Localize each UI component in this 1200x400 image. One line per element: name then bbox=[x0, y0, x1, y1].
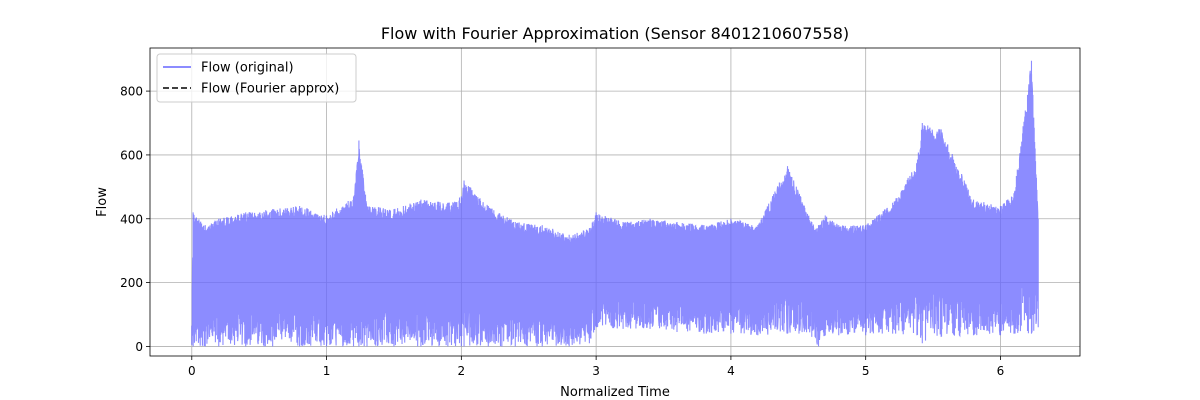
y-tick-label: 0 bbox=[135, 340, 143, 354]
x-tick-label: 4 bbox=[727, 364, 735, 378]
chart-title: Flow with Fourier Approximation (Sensor … bbox=[381, 24, 849, 43]
y-tick-label: 400 bbox=[120, 212, 143, 226]
x-axis-ticks: 0 1 2 3 4 5 6 bbox=[188, 356, 1004, 378]
y-axis-label: Flow bbox=[95, 187, 110, 217]
y-axis-ticks: 0 200 400 600 800 bbox=[120, 85, 150, 354]
legend: Flow (original) Flow (Fourier approx) bbox=[156, 53, 357, 103]
series-flow-original bbox=[191, 60, 1039, 347]
x-axis-label: Normalized Time bbox=[560, 385, 670, 400]
legend-label-original: Flow (original) bbox=[201, 61, 294, 76]
x-tick-label: 0 bbox=[188, 364, 196, 378]
y-tick-label: 600 bbox=[120, 148, 143, 162]
series-layer bbox=[191, 60, 1039, 347]
legend-box bbox=[156, 53, 357, 103]
x-tick-label: 1 bbox=[323, 364, 331, 378]
legend-label-fourier: Flow (Fourier approx) bbox=[201, 82, 339, 97]
y-tick-label: 200 bbox=[120, 276, 143, 290]
y-tick-label: 800 bbox=[120, 85, 143, 99]
x-tick-label: 6 bbox=[997, 364, 1005, 378]
x-tick-label: 2 bbox=[458, 364, 466, 378]
axes-frame bbox=[149, 47, 1081, 357]
x-tick-label: 3 bbox=[592, 364, 600, 378]
x-tick-label: 5 bbox=[862, 364, 870, 378]
